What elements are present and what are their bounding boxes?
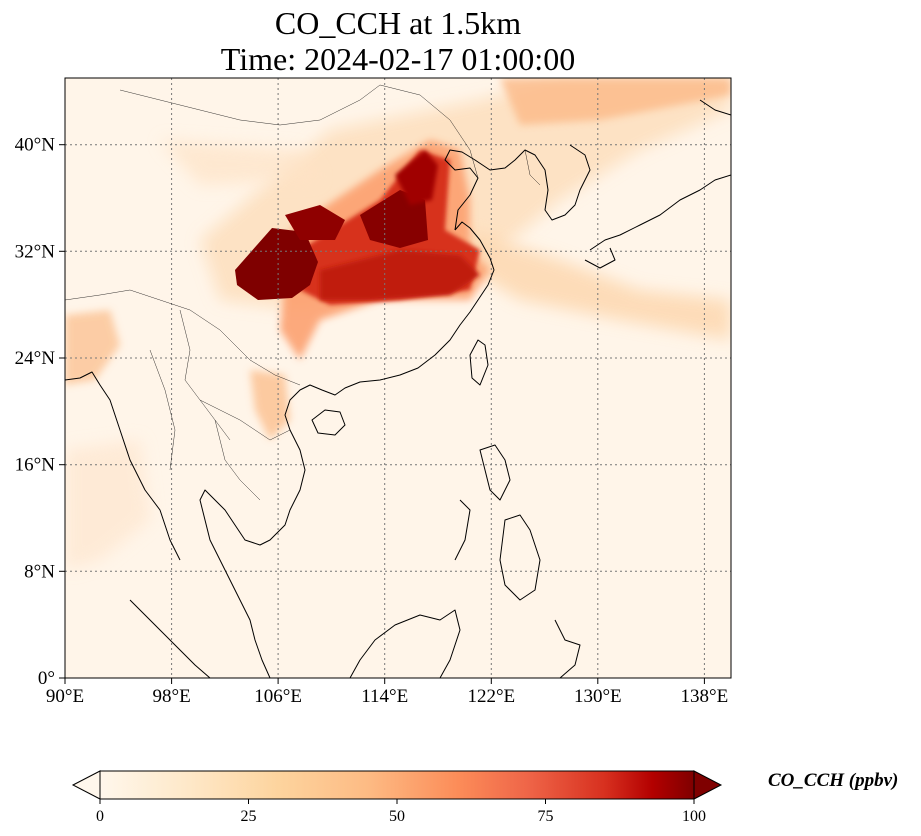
colorbar-tick-label: 100	[682, 808, 706, 825]
lat-tick-label: 8°N	[24, 561, 55, 582]
colorbar-title: CO_CCH (ppbv)	[768, 770, 899, 791]
colorbar-tick-label: 50	[389, 808, 405, 825]
lon-tick-label: 114°E	[361, 686, 408, 707]
gridlines	[65, 78, 731, 678]
map-title: CO_CCH at 1.5km	[274, 5, 522, 41]
lon-ticks	[64, 678, 705, 684]
country-borders	[65, 84, 541, 501]
concentration-field	[65, 78, 731, 570]
lat-tick-label: 24°N	[15, 348, 56, 369]
lon-tick-label: 98°E	[152, 686, 190, 707]
lat-ticks	[59, 144, 65, 679]
colorbar-tick-label: 25	[241, 808, 257, 825]
colorbar-extend-max	[693, 770, 723, 800]
lat-tick-label: 32°N	[15, 241, 56, 262]
lon-tick-label: 122°E	[467, 686, 515, 707]
colorbar-gradient	[100, 771, 694, 799]
coastlines	[65, 99, 731, 678]
lat-tick-label: 16°N	[15, 455, 56, 476]
lon-tick-label: 130°E	[574, 686, 622, 707]
lat-tick-label: 40°N	[15, 135, 56, 156]
lat-tick-label: 0°	[38, 668, 55, 689]
colorbar-tick-label: 75	[538, 808, 554, 825]
colorbar-tick-label: 0	[96, 808, 104, 825]
map-plot-area	[65, 78, 731, 678]
colorbar-extend-min	[71, 770, 101, 800]
colorbar: 0 25 50 75 100	[71, 770, 723, 825]
map-subtitle-time: Time: 2024-02-17 01:00:00	[220, 41, 576, 77]
lon-tick-label: 90°E	[46, 686, 84, 707]
lon-tick-label: 138°E	[681, 686, 729, 707]
map-frame	[64, 77, 732, 679]
lon-tick-label: 106°E	[254, 686, 302, 707]
